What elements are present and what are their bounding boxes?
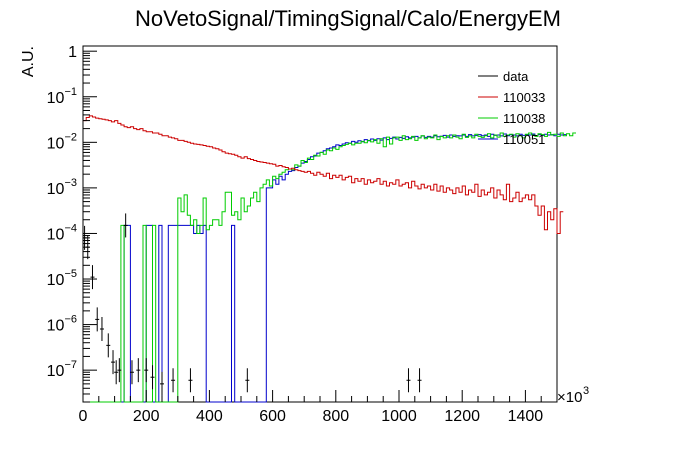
data-point	[123, 213, 128, 238]
series-110038	[83, 131, 576, 403]
plot-frame	[82, 45, 558, 403]
data-point	[106, 333, 111, 358]
data-point	[90, 265, 95, 290]
plot-border	[82, 45, 558, 403]
y-tick-label: 10−1	[47, 86, 77, 107]
x-multiplier: ×10 3	[557, 385, 589, 406]
data-point	[99, 317, 104, 342]
y-tick-base: 10	[47, 226, 65, 243]
x-tick-label: 0	[79, 408, 88, 425]
y-tick-base: 10	[47, 272, 65, 289]
y-tick-base: 10	[47, 318, 65, 335]
x-multiplier-exponent: 3	[583, 385, 589, 397]
x-tick-label: 800	[322, 408, 349, 425]
series-110033	[83, 115, 564, 234]
y-tick-base: 10	[47, 90, 65, 107]
legend-label: 110038	[503, 111, 545, 126]
y-axis-label: A.U.	[20, 46, 37, 77]
data-point	[144, 358, 149, 383]
chart-title: NoVetoSignal/TimingSignal/Calo/EnergyEM	[135, 6, 561, 31]
y-tick-label: 10−4	[47, 222, 77, 243]
data-point	[150, 365, 155, 390]
data-point	[171, 368, 176, 393]
y-tick-exponent: −1	[64, 86, 77, 98]
legend: data 110033 110038 110051	[478, 69, 545, 147]
data-point	[95, 307, 100, 332]
y-tick-label: 10−2	[47, 131, 77, 152]
data-point	[160, 371, 164, 396]
legend-entry-data: data	[478, 69, 529, 84]
legend-label: data	[503, 69, 529, 84]
y-tick-exponent: −3	[64, 177, 77, 189]
legend-label: 110033	[503, 90, 545, 105]
y-tick-base: 10	[47, 135, 65, 152]
y-tick-exponent: −7	[64, 359, 77, 371]
y-tick-label: 10−3	[47, 177, 77, 198]
legend-entry-110051: 110051	[478, 132, 545, 147]
x-tick-label: 200	[133, 408, 160, 425]
y-tick-label: 10−7	[47, 359, 77, 380]
x-tick-label: 400	[196, 408, 223, 425]
data-point	[406, 368, 411, 393]
y-tick-exponent: −6	[64, 314, 77, 326]
y-tick-exponent: −5	[64, 268, 77, 280]
legend-entry-110038: 110038	[478, 111, 545, 126]
data-points	[82, 213, 422, 396]
legend-entry-110033: 110033	[478, 90, 545, 105]
y-tick-exponent: −4	[64, 222, 77, 234]
legend-label: 110051	[503, 132, 545, 147]
y-tick-label: 1	[68, 44, 77, 61]
data-point	[136, 358, 141, 383]
x-tick-label: 600	[259, 408, 286, 425]
y-tick-label: 10−6	[47, 314, 77, 335]
data-point	[188, 368, 193, 393]
histograms	[83, 115, 576, 403]
y-tick-base: 1	[68, 44, 77, 61]
y-tick-label: 10−5	[47, 268, 77, 289]
x-tick-label: 1400	[508, 408, 544, 425]
data-point	[245, 368, 250, 393]
data-point	[117, 358, 122, 383]
data-point	[111, 350, 116, 375]
y-tick-base: 10	[47, 181, 65, 198]
data-point	[129, 360, 134, 385]
x-tick-label: 1000	[381, 408, 417, 425]
data-point	[417, 368, 422, 393]
x-multiplier-label: ×10	[557, 389, 582, 406]
y-tick-exponent: −2	[64, 131, 77, 143]
axes: 0 200 400 600 800 1000 1200 1400110−110−210−310…	[47, 44, 558, 425]
x-tick-label: 1200	[444, 408, 480, 425]
y-tick-base: 10	[47, 363, 65, 380]
data-point	[114, 360, 119, 385]
